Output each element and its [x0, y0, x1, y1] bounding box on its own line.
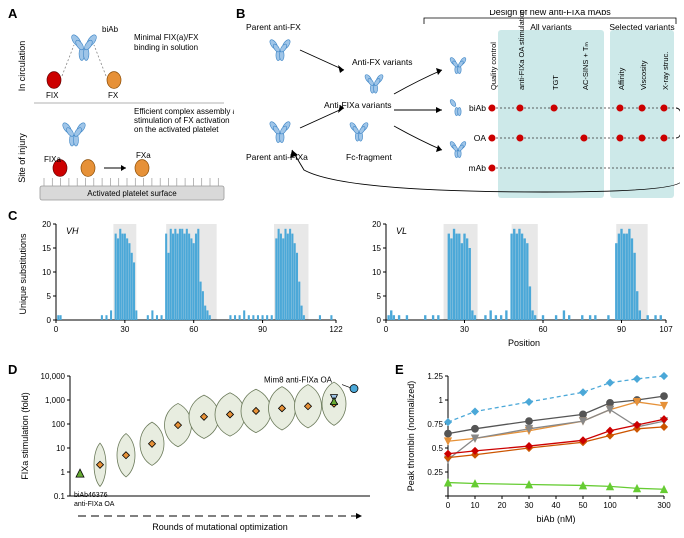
panel-c-svg: Unique substitutions 0 5 10 15 20 0 30 60 90 122 VH… — [14, 214, 678, 354]
svg-text:1: 1 — [439, 396, 444, 405]
svg-text:60: 60 — [189, 325, 198, 334]
svg-text:mAb: mAb — [469, 163, 487, 173]
svg-text:1.25: 1.25 — [427, 372, 443, 381]
svg-text:Viscosity: Viscosity — [639, 60, 648, 90]
svg-text:0: 0 — [47, 316, 52, 325]
svg-text:0: 0 — [54, 325, 59, 334]
svg-text:20: 20 — [372, 220, 381, 229]
svg-text:1,000: 1,000 — [45, 396, 66, 405]
svg-text:Quality control: Quality control — [489, 42, 498, 90]
svg-text:VH: VH — [66, 226, 79, 236]
svg-text:122: 122 — [329, 325, 343, 334]
svg-text:FIXa stimulation (fold): FIXa stimulation (fold) — [20, 392, 30, 480]
svg-text:10: 10 — [372, 268, 381, 277]
svg-text:0: 0 — [446, 501, 451, 510]
svg-text:50: 50 — [579, 501, 588, 510]
svg-text:0.75: 0.75 — [427, 420, 443, 429]
svg-text:Fc-fragment: Fc-fragment — [346, 152, 392, 162]
svg-text:107: 107 — [659, 325, 673, 334]
svg-text:10: 10 — [42, 268, 51, 277]
svg-text:30: 30 — [120, 325, 129, 334]
svg-text:Anti-FX variants: Anti-FX variants — [352, 57, 412, 67]
svg-text:40: 40 — [552, 501, 561, 510]
svg-text:X-ray struc.: X-ray struc. — [661, 52, 670, 90]
svg-text:Anti-FIXa variants: Anti-FIXa variants — [324, 100, 392, 110]
svg-text:0: 0 — [377, 316, 382, 325]
svg-text:300: 300 — [657, 501, 671, 510]
svg-text:20: 20 — [42, 220, 51, 229]
svg-text:10: 10 — [56, 444, 65, 453]
svg-text:VL: VL — [396, 226, 407, 236]
svg-text:biAb (nM): biAb (nM) — [536, 514, 575, 524]
svg-text:10: 10 — [471, 501, 480, 510]
svg-text:1: 1 — [61, 468, 66, 477]
svg-text:30: 30 — [460, 325, 469, 334]
svg-text:Selected variants: Selected variants — [609, 22, 674, 32]
panel-b-svg: Design of new anti-FIXa mAbs Parent anti-… — [244, 10, 680, 205]
svg-text:TGT: TGT — [551, 75, 560, 90]
svg-text:15: 15 — [372, 244, 381, 253]
svg-text:AC-SINS + Tₘ: AC-SINS + Tₘ — [581, 42, 590, 90]
svg-text:Efficient complex assembly and: Efficient complex assembly andstimulatio… — [134, 107, 234, 134]
svg-text:0: 0 — [384, 325, 389, 334]
panel-a-svg: In circulation Site of injury biAb FIX FX Min… — [14, 10, 234, 205]
svg-text:Peak thrombin (normalized): Peak thrombin (normalized) — [406, 381, 416, 492]
svg-text:Minimal FIX(a)/FXbinding in so: Minimal FIX(a)/FXbinding in solution — [134, 33, 199, 52]
svg-text:biAb46376: biAb46376 — [74, 492, 108, 499]
svg-text:90: 90 — [258, 325, 267, 334]
svg-text:Site of injury: Site of injury — [17, 133, 27, 183]
svg-text:anti-FIXa OA stimulation: anti-FIXa OA stimulation — [517, 10, 526, 90]
svg-text:0.25: 0.25 — [427, 468, 443, 477]
panel-d-svg: 0.1 1 10 100 1,000 10,000 FIXa stimulation (fo… — [14, 368, 389, 532]
svg-text:0.5: 0.5 — [432, 444, 444, 453]
svg-text:Parent anti-FX: Parent anti-FX — [246, 22, 301, 32]
svg-text:All variants: All variants — [530, 22, 572, 32]
svg-text:Affinity: Affinity — [617, 67, 626, 90]
svg-text:anti-FIXa OA: anti-FIXa OA — [74, 501, 115, 508]
svg-text:Parent anti-FIXa: Parent anti-FIXa — [246, 152, 308, 162]
svg-text:Mim8 anti-FIXa OA: Mim8 anti-FIXa OA — [264, 376, 333, 385]
svg-text:90: 90 — [617, 325, 626, 334]
svg-text:20: 20 — [498, 501, 507, 510]
svg-text:Position: Position — [508, 338, 540, 348]
svg-text:5: 5 — [377, 292, 382, 301]
svg-text:biAb: biAb — [469, 103, 486, 113]
svg-text:OA: OA — [474, 133, 487, 143]
svg-text:15: 15 — [42, 244, 51, 253]
svg-text:Activated platelet surface: Activated platelet surface — [87, 189, 177, 198]
svg-text:FIX: FIX — [46, 91, 59, 100]
svg-text:biAb: biAb — [102, 25, 119, 34]
svg-text:Design of new anti-FIXa mAbs: Design of new anti-FIXa mAbs — [489, 10, 611, 17]
svg-text:Unique substitutions: Unique substitutions — [18, 233, 28, 315]
panel-e-svg: 0.25 0.5 0.75 1 1.25 0 10 20 30 40 50 100 300 Peak th… — [400, 368, 678, 532]
svg-text:In circulation: In circulation — [17, 41, 27, 92]
svg-text:10,000: 10,000 — [41, 372, 66, 381]
svg-text:0.1: 0.1 — [54, 492, 66, 501]
svg-text:5: 5 — [47, 292, 52, 301]
svg-text:100: 100 — [603, 501, 617, 510]
svg-text:FX: FX — [108, 91, 119, 100]
svg-text:100: 100 — [52, 420, 66, 429]
svg-text:60: 60 — [539, 325, 548, 334]
svg-text:FXa: FXa — [136, 151, 151, 160]
svg-text:Rounds of mutational optimizat: Rounds of mutational optimization — [152, 522, 288, 532]
svg-text:30: 30 — [525, 501, 534, 510]
svg-text:FIXa: FIXa — [44, 155, 61, 164]
